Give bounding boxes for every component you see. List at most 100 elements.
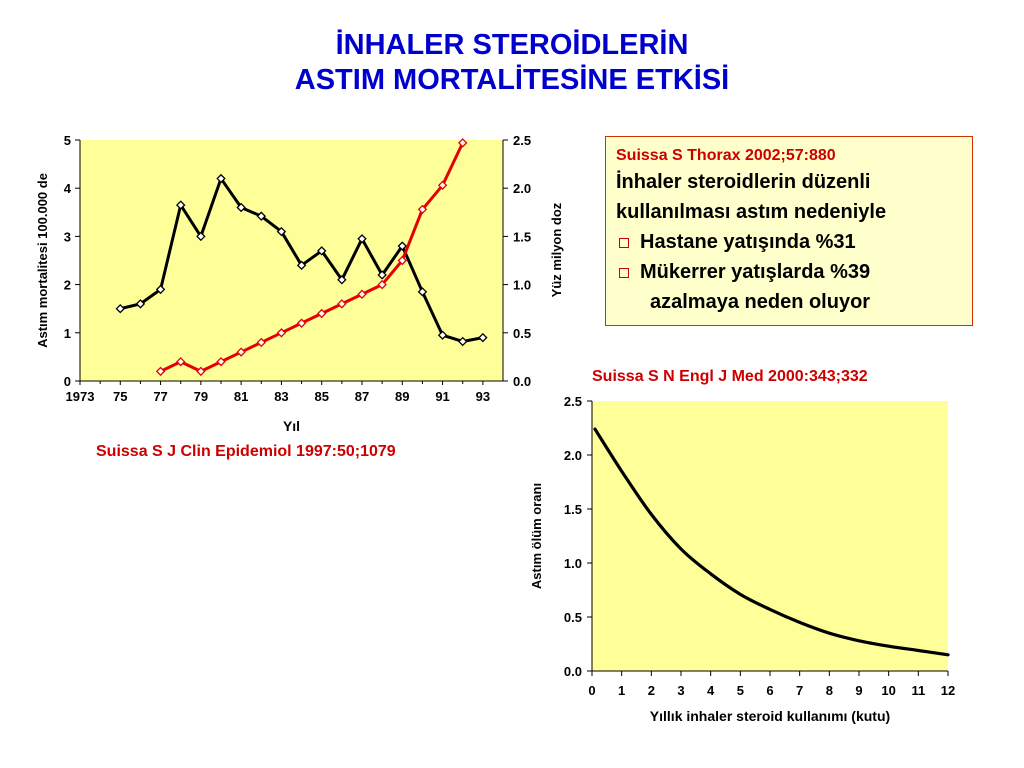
y-tick-label-right: 1.0 [513,278,531,293]
x-tick-label-2: 8 [826,683,833,698]
summary-textbox: Suissa S Thorax 2002;57:880 İnhaler ster… [605,136,973,326]
x-tick-label-2: 3 [677,683,684,698]
dose-data-point [296,318,307,328]
dose-data-point [357,289,367,299]
mortality-data-point [316,246,327,256]
y-tick-label-right: 2.0 [513,181,531,196]
x-tick-label-1: 1973 [66,389,95,404]
x-tick-label-1: 89 [395,389,409,404]
x-tick-label-1: 77 [153,389,167,404]
dose-data-point [216,357,226,367]
reference-left: Suissa S J Clin Epidemiol 1997:50;1079 [96,443,396,460]
y-tick-label-left: 5 [64,133,71,148]
title-line-1: İNHALER STEROİDLERİN [335,29,689,61]
death-rate-curve [593,427,950,657]
x-tick-label-1: 75 [113,389,127,404]
x-axis-label-1: Yıl [283,418,300,434]
mortality-data-point [236,202,246,213]
mortality-data-point [417,287,428,297]
mortality-data-point [216,173,226,184]
x-tick-label-2: 10 [881,683,895,698]
x-axis-label-2: Yıllık inhaler steroid kullanımı (kutu) [650,708,890,724]
mortality-data-point [115,303,126,314]
bullet-square-icon [619,268,629,278]
y-tick-label-2: 0.5 [564,610,582,625]
x-tick-label-1: 87 [355,389,369,404]
x-tick-label-1: 85 [314,389,328,404]
dose-data-point [276,328,287,338]
slide-title: İNHALER STEROİDLERİN ASTIM MORTALİTESİNE… [0,28,1024,98]
y-axis-label-left: Astım mortalitesi 100.000 de [35,173,50,348]
mortality-data-point [397,241,408,251]
x-tick-label-1: 79 [194,389,208,404]
dose-data-point [256,337,267,348]
x-tick-label-2: 1 [618,683,625,698]
dose-data-point [196,366,206,377]
dose-data-point [397,255,408,266]
textbox-bullet-2-cont: azalmaya neden oluyor [650,291,871,313]
bullet-2-text: Mükerrer yatışlarda %39 [640,261,871,283]
y-axis-label-2: Astım ölüm oranı [529,483,544,589]
mortality-data-point [377,270,387,280]
y-tick-label-left: 2 [64,278,71,293]
mortality-data-point [437,330,448,340]
mortality-data-point [155,284,166,295]
dose-data-point [437,180,448,191]
dose-data-point [457,138,468,148]
x-tick-label-2: 4 [707,683,715,698]
textbox-bullet-2: Mükerrer yatışlarda %39 [616,257,962,287]
y-tick-label-2: 1.5 [564,502,582,517]
y-tick-label-2: 0.0 [564,664,582,679]
y-axis-label-right: Yüz milyon doz [549,202,564,297]
dose-data-point [236,347,246,357]
y-tick-label-right: 1.5 [513,229,531,244]
mortality-data-point [135,299,146,309]
dose-data-point [377,279,387,290]
y-tick-label-left: 3 [64,229,71,244]
textbox-line-2: kullanılması astım nedeniyle [616,201,887,223]
x-tick-label-2: 0 [588,683,595,698]
x-tick-label-1: 81 [234,389,248,404]
x-tick-label-2: 9 [855,683,862,698]
reference-right: Suissa S N Engl J Med 2000:343;332 [592,368,868,385]
textbox-bullet-1: Hastane yatışında %31 [616,227,962,257]
dose-data-point [155,366,166,377]
dose-data-point [175,357,186,367]
y-tick-label-right: 0.0 [513,374,531,389]
y-tick-label-left: 1 [64,326,71,341]
mortality-data-point [357,234,367,244]
x-tick-label-2: 7 [796,683,803,698]
plot-area-2 [592,401,948,671]
bullet-square-icon [619,238,629,248]
textbox-citation: Suissa S Thorax 2002;57:880 [616,147,836,164]
title-line-2: ASTIM MORTALİTESİNE ETKİSİ [294,64,730,96]
mortality-data-point [337,275,347,285]
mortality-data-point [478,332,488,343]
plot-area-1 [80,140,503,381]
mortality-data-point [457,336,468,347]
bullet-1-text: Hastane yatışında %31 [640,231,856,253]
mortality-data-point [276,226,287,237]
y-tick-label-2: 2.0 [564,448,582,463]
mortality-data-point [175,200,186,210]
y-tick-label-left: 0 [64,374,71,389]
mortality-data-point [296,260,307,271]
y-tick-label-left: 4 [64,181,72,196]
y-tick-label-right: 2.5 [513,133,531,148]
x-tick-label-2: 11 [911,683,925,698]
dose-data-point [316,308,327,319]
x-tick-label-2: 2 [648,683,655,698]
x-tick-label-2: 5 [737,683,744,698]
x-tick-label-1: 91 [435,389,449,404]
y-tick-label-right: 0.5 [513,326,531,341]
y-tick-label-2: 2.5 [564,394,582,409]
dose-data-point [417,204,428,215]
x-tick-label-1: 83 [274,389,288,404]
x-tick-label-2: 6 [766,683,773,698]
mortality-data-point [196,231,206,242]
x-tick-label-2: 12 [941,683,955,698]
y-tick-label-2: 1.0 [564,556,582,571]
dose-series-line [159,142,465,373]
dose-data-point [337,299,347,309]
